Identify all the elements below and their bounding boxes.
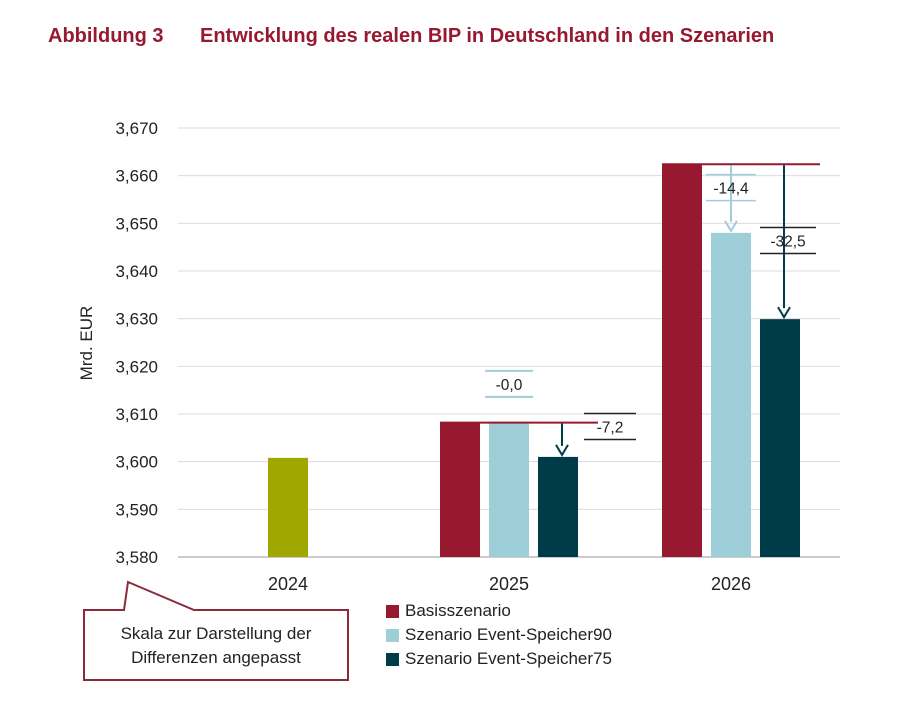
legend-swatch-basis	[386, 604, 399, 618]
legend-label-basis: Basisszenario	[405, 601, 511, 620]
callout-line-2: Differenzen angepasst	[131, 648, 301, 667]
figure-title: Entwicklung des realen BIP in Deutschlan…	[200, 24, 775, 47]
legend-item-speicher90: Szenario Event-Speicher90	[386, 623, 612, 647]
figure-header: Abbildung 3 Entwicklung des realen BIP i…	[48, 20, 774, 52]
bar-2024-ist	[268, 457, 308, 557]
bar-2026-basisszenario	[662, 164, 702, 557]
legend-swatch-speicher75	[386, 652, 399, 666]
y-tick-label: 3,660	[115, 167, 158, 186]
y-tick-label: 3,580	[115, 548, 158, 567]
legend-item-speicher75: Szenario Event-Speicher75	[386, 647, 612, 671]
y-tick-label: 3,610	[115, 405, 158, 424]
bar-2026-szenario-event-speicher90	[711, 232, 751, 557]
annotation-label-2026-s90: -14,4	[713, 181, 749, 198]
annotation-label-2025-s90: -0,0	[496, 377, 523, 394]
legend: Basisszenario Szenario Event-Speicher90 …	[386, 599, 612, 671]
x-tick-label-2026: 2026	[711, 574, 751, 594]
y-axis-label: Mrd. EUR	[77, 306, 96, 381]
annotation-label-2026-s75: -32,5	[770, 234, 805, 251]
y-tick-label: 3,600	[115, 453, 158, 472]
legend-label-speicher75: Szenario Event-Speicher75	[405, 649, 612, 668]
annotation-arrow-head-2025-s75	[555, 444, 569, 457]
legend-label-speicher90: Szenario Event-Speicher90	[405, 625, 612, 644]
x-tick-label-2024: 2024	[268, 574, 308, 594]
scale-callout-box	[83, 580, 349, 681]
annotation-arrow-head-2026-s75	[777, 306, 791, 320]
y-tick-label: 3,590	[115, 500, 158, 519]
callout-line-1: Skala zur Darstellung der	[120, 624, 312, 643]
legend-swatch-speicher90	[386, 628, 399, 642]
bar-2025-szenario-event-speicher75	[538, 456, 578, 557]
y-tick-label: 3,640	[115, 262, 158, 281]
figure-number: Abbildung 3	[48, 24, 164, 47]
y-tick-label: 3,650	[115, 214, 158, 233]
x-tick-label-2025: 2025	[489, 574, 529, 594]
bar-2026-szenario-event-speicher75	[760, 319, 800, 557]
y-tick-label: 3,670	[115, 119, 158, 138]
annotation-label-2025-s75: -7,2	[597, 419, 624, 436]
bar-2025-szenario-event-speicher90	[489, 422, 529, 557]
legend-item-basis: Basisszenario	[386, 599, 612, 623]
annotation-arrow-head-2026-s90	[724, 220, 738, 233]
scale-callout-text: Skala zur Darstellung der Differenzen an…	[84, 622, 348, 670]
bar-2025-basisszenario	[440, 422, 480, 557]
y-tick-label: 3,620	[115, 357, 158, 376]
y-tick-label: 3,630	[115, 310, 158, 329]
